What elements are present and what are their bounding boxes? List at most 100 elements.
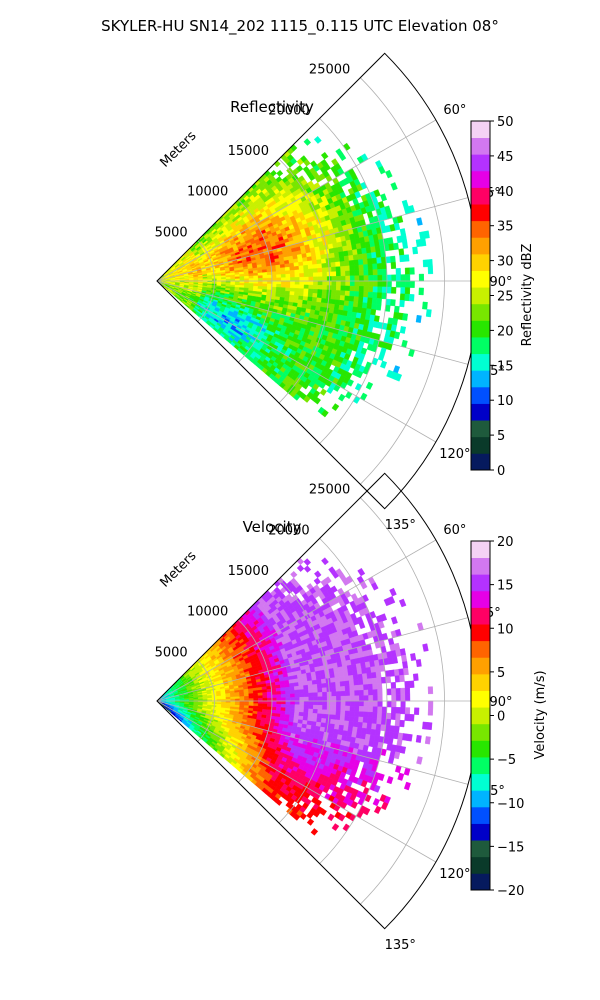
- reflectivity-gate: [339, 261, 346, 267]
- reflectivity-colorbar-tick-label: 45: [497, 150, 514, 165]
- velocity-gate: [299, 700, 305, 706]
- reflectivity-gate: [289, 287, 296, 293]
- reflectivity-gate: [349, 280, 356, 287]
- reflectivity-gate: [285, 270, 291, 275]
- velocity-gate: [303, 688, 309, 694]
- reflectivity-gate: [330, 299, 336, 305]
- reflectivity-gate: [380, 360, 388, 369]
- reflectivity-gate: [418, 287, 424, 296]
- reflectivity-gate: [320, 298, 327, 304]
- reflectivity-gate: [358, 264, 364, 271]
- reflectivity-gate: [386, 286, 392, 294]
- reflectivity-colorbar-swatch: [471, 420, 490, 438]
- reflectivity-gate: [321, 289, 328, 295]
- velocity-gate: [308, 700, 314, 706]
- reflectivity-gate: [395, 267, 401, 275]
- reflectivity-gate: [399, 299, 405, 308]
- reflectivity-gate: [376, 257, 382, 264]
- reflectivity-gate: [303, 276, 310, 282]
- reflectivity-gate: [368, 269, 374, 276]
- reflectivity-gate: [358, 286, 365, 293]
- reflectivity-gate: [340, 290, 346, 297]
- reflectivity-gate: [267, 280, 273, 285]
- reflectivity-gate: [243, 273, 250, 277]
- velocity-gate: [262, 694, 268, 699]
- velocity-gate: [289, 704, 296, 709]
- reflectivity-gate: [276, 169, 284, 177]
- velocity-gate: [280, 707, 286, 712]
- velocity-gate: [281, 697, 286, 702]
- reflectivity-gate: [244, 275, 250, 279]
- reflectivity-gate: [336, 275, 342, 282]
- reflectivity-gate: [363, 275, 369, 282]
- reflectivity-gate: [377, 280, 383, 288]
- reflectivity-colorbar-tick-label: 15: [497, 359, 514, 374]
- velocity-gate: [244, 695, 250, 699]
- reflectivity-gate: [322, 271, 328, 277]
- reflectivity-gate: [285, 284, 291, 289]
- reflectivity-gate: [385, 169, 393, 179]
- reflectivity-gate: [298, 269, 305, 274]
- reflectivity-gate: [363, 264, 369, 271]
- reflectivity-gate: [313, 276, 319, 282]
- reflectivity-title: Reflectivity: [230, 98, 314, 116]
- reflectivity-gate: [319, 388, 327, 396]
- reflectivity-gate: [338, 304, 345, 311]
- reflectivity-gate: [395, 280, 402, 288]
- reflectivity-gate: [339, 256, 345, 263]
- reflectivity-gate: [363, 280, 369, 287]
- velocity-gate: [317, 692, 323, 698]
- reflectivity-gate: [307, 292, 314, 298]
- velocity-gate: [294, 704, 300, 709]
- reflectivity-gate: [377, 274, 383, 282]
- reflectivity-gate: [345, 275, 351, 282]
- reflectivity-gate: [377, 353, 385, 362]
- velocity-gate: [322, 700, 328, 706]
- reflectivity-gate: [312, 263, 318, 269]
- reflectivity-gate: [298, 261, 304, 267]
- reflectivity-gate: [366, 252, 373, 260]
- reflectivity-gate: [349, 285, 355, 292]
- reflectivity-gate: [409, 267, 415, 275]
- velocity-gate: [322, 691, 328, 697]
- velocity-gate: [312, 708, 319, 714]
- reflectivity-colorbar-tick-label: 30: [497, 255, 514, 270]
- reflectivity-gate: [253, 272, 259, 277]
- reflectivity-gate: [293, 265, 300, 271]
- reflectivity-gate: [335, 285, 342, 291]
- velocity-gate: [312, 713, 318, 719]
- reflectivity-range-tick-label: 15000: [228, 144, 269, 159]
- velocity-gate: [311, 679, 318, 685]
- reflectivity-gate: [331, 271, 337, 277]
- velocity-gate: [266, 703, 273, 708]
- reflectivity-gate: [372, 286, 378, 293]
- reflectivity-gate: [284, 290, 291, 296]
- reflectivity-gate: [367, 297, 373, 304]
- reflectivity-gate: [317, 289, 323, 295]
- reflectivity-gate: [340, 265, 346, 272]
- velocity-gate: [262, 697, 268, 702]
- velocity-gate: [244, 703, 250, 707]
- reflectivity-range-tick-label: 20000: [268, 103, 309, 118]
- reflectivity-colorbar-tick-label: 5: [497, 429, 505, 444]
- reflectivity-gate: [340, 280, 346, 287]
- reflectivity-gate: [370, 308, 377, 316]
- reflectivity-gate: [408, 293, 415, 302]
- reflectivity-colorbar-swatch: [471, 453, 490, 471]
- reflectivity-gate: [399, 254, 405, 263]
- reflectivity-gate: [303, 292, 309, 298]
- reflectivity-gate: [331, 280, 337, 286]
- reflectivity-gate: [345, 391, 353, 400]
- reflectivity-gate: [366, 302, 373, 310]
- velocity-gate: [276, 700, 282, 705]
- velocity-gate: [303, 684, 309, 690]
- velocity-gate: [258, 700, 263, 705]
- reflectivity-gate: [290, 277, 296, 282]
- reflectivity-gate: [343, 255, 350, 262]
- velocity-gate: [306, 676, 313, 682]
- velocity-gate: [303, 696, 310, 702]
- velocity-gate: [271, 694, 277, 699]
- reflectivity-gate: [391, 318, 399, 326]
- velocity-gate: [253, 692, 259, 697]
- reflectivity-gate: [390, 261, 397, 269]
